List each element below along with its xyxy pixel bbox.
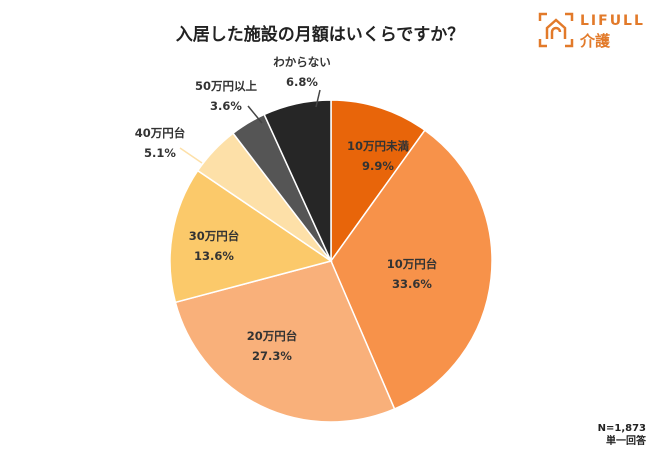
pie-slice — [174, 260, 396, 423]
slice-value-label: 33.6% — [392, 277, 432, 291]
leader-line — [247, 105, 263, 124]
logo-sub: 介護 — [580, 32, 611, 50]
answer-type: 単一回答 — [606, 436, 646, 447]
slice-value-label: 9.9% — [362, 159, 394, 173]
leader-line — [315, 89, 321, 108]
logo-brand: LIFULL — [580, 13, 645, 29]
slice-value-label: 3.6% — [210, 99, 242, 113]
slice-category-label: 40万円台 — [135, 126, 186, 140]
slice-category-label: 10万円未満 — [347, 139, 410, 153]
chart-note: N=1,873 単一回答 — [598, 422, 646, 448]
pie-slice — [330, 129, 493, 410]
slice-category-label: わからない — [273, 55, 331, 69]
pie-slice — [330, 99, 426, 264]
slice-value-label: 27.3% — [252, 349, 292, 363]
pie-slice — [169, 169, 333, 304]
pie-slice — [263, 99, 332, 262]
slice-category-label: 20万円台 — [247, 329, 298, 343]
chart-title: 入居した施設の月額はいくらですか？ — [175, 25, 465, 45]
leader-line — [179, 147, 203, 164]
lifull-logo: LIFULL 介護 — [538, 12, 653, 50]
slice-value-label: 13.6% — [194, 249, 234, 263]
slice-category-label: 30万円台 — [189, 229, 240, 243]
slice-value-label: 6.8% — [286, 75, 318, 89]
slice-value-label: 5.1% — [144, 146, 176, 160]
slice-category-label: 50万円以上 — [195, 79, 258, 93]
slice-category-label: 10万円台 — [387, 257, 438, 271]
house-frame-icon — [538, 12, 574, 48]
sample-size: N=1,873 — [597, 423, 646, 434]
